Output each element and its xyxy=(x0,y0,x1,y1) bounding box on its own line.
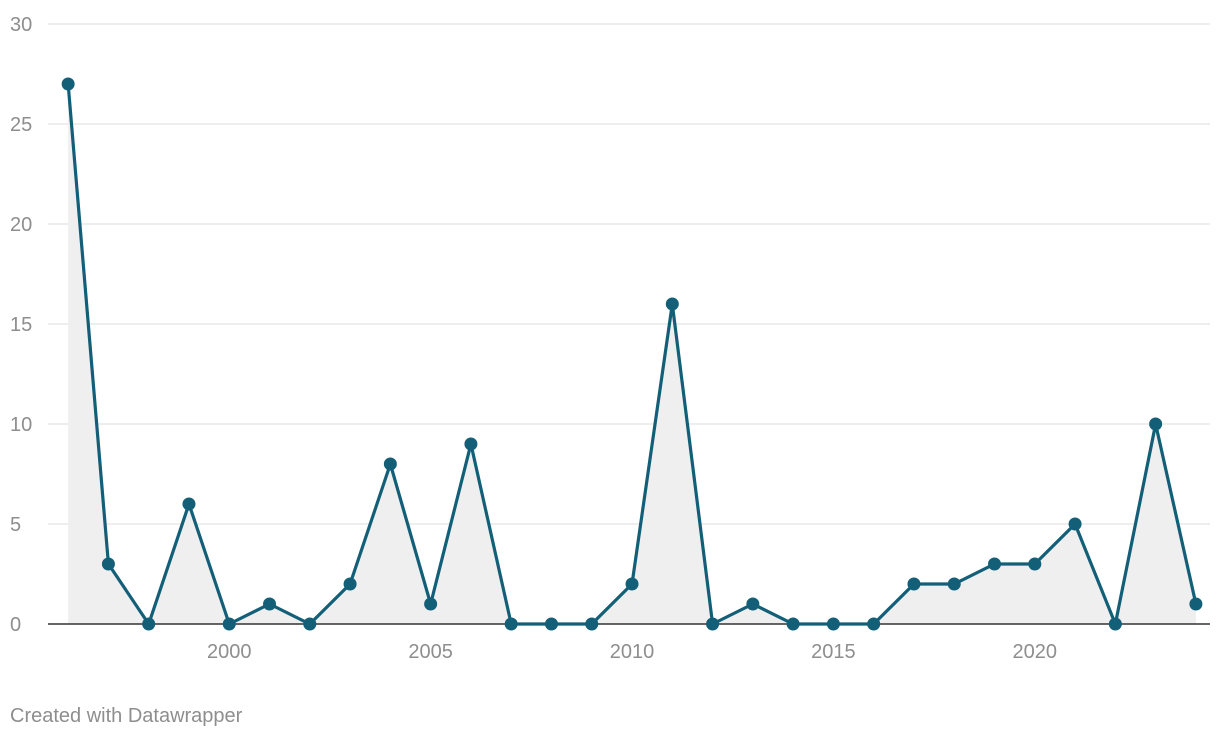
data-point-2010[interactable] xyxy=(625,577,639,591)
data-point-2008[interactable] xyxy=(544,617,558,631)
x-tick-label: 2010 xyxy=(610,641,655,663)
y-gridlines xyxy=(48,23,1210,525)
data-point-2014[interactable] xyxy=(786,617,800,631)
data-point-2009[interactable] xyxy=(585,617,599,631)
y-tick-label: 5 xyxy=(10,514,21,536)
data-point-1996[interactable] xyxy=(61,77,75,91)
data-point-2000[interactable] xyxy=(222,617,236,631)
y-tick-label: 10 xyxy=(10,414,32,436)
data-point-2017[interactable] xyxy=(907,577,921,591)
data-point-2011[interactable] xyxy=(665,297,679,311)
data-point-2013[interactable] xyxy=(746,597,760,611)
x-tick-label: 2000 xyxy=(207,641,252,663)
datawrapper-credit[interactable]: Created with Datawrapper xyxy=(10,705,243,727)
y-tick-label: 25 xyxy=(10,114,32,136)
data-point-2020[interactable] xyxy=(1028,557,1042,571)
data-point-2024[interactable] xyxy=(1189,597,1203,611)
y-tick-label: 20 xyxy=(10,214,32,236)
data-points-layer xyxy=(61,77,1203,631)
data-point-2005[interactable] xyxy=(424,597,438,611)
data-point-1997[interactable] xyxy=(101,557,115,571)
data-point-1998[interactable] xyxy=(142,617,156,631)
data-point-2001[interactable] xyxy=(263,597,277,611)
data-point-2003[interactable] xyxy=(343,577,357,591)
data-point-2018[interactable] xyxy=(947,577,961,591)
x-tick-label: 2020 xyxy=(1013,641,1058,663)
data-point-2022[interactable] xyxy=(1108,617,1122,631)
data-point-2021[interactable] xyxy=(1068,517,1082,531)
area-fill xyxy=(68,84,1196,624)
data-point-2004[interactable] xyxy=(383,457,397,471)
data-point-1999[interactable] xyxy=(182,497,196,511)
data-point-2006[interactable] xyxy=(464,437,478,451)
line-area-chart: 0 5 10 15 20 25 30 2000 2005 2010 2015 2020 xyxy=(10,14,1210,663)
y-tick-label: 15 xyxy=(10,314,32,336)
data-point-2016[interactable] xyxy=(867,617,881,631)
data-point-2007[interactable] xyxy=(504,617,518,631)
y-tick-label: 30 xyxy=(10,14,32,36)
series-line-layer xyxy=(66,83,1198,630)
data-point-2012[interactable] xyxy=(706,617,720,631)
data-point-2023[interactable] xyxy=(1149,417,1163,431)
x-tick-label: 2005 xyxy=(408,641,453,663)
data-point-2002[interactable] xyxy=(303,617,317,631)
series-line xyxy=(66,83,1198,630)
y-axis-tick-labels: 0 5 10 15 20 25 30 xyxy=(10,14,32,636)
x-axis-tick-labels: 2000 2005 2010 2015 2020 xyxy=(207,641,1057,663)
area-fill-layer xyxy=(48,84,1210,625)
data-point-2019[interactable] xyxy=(988,557,1002,571)
data-point-2015[interactable] xyxy=(826,617,840,631)
x-tick-label: 2015 xyxy=(811,641,856,663)
y-tick-label: 0 xyxy=(10,614,21,636)
